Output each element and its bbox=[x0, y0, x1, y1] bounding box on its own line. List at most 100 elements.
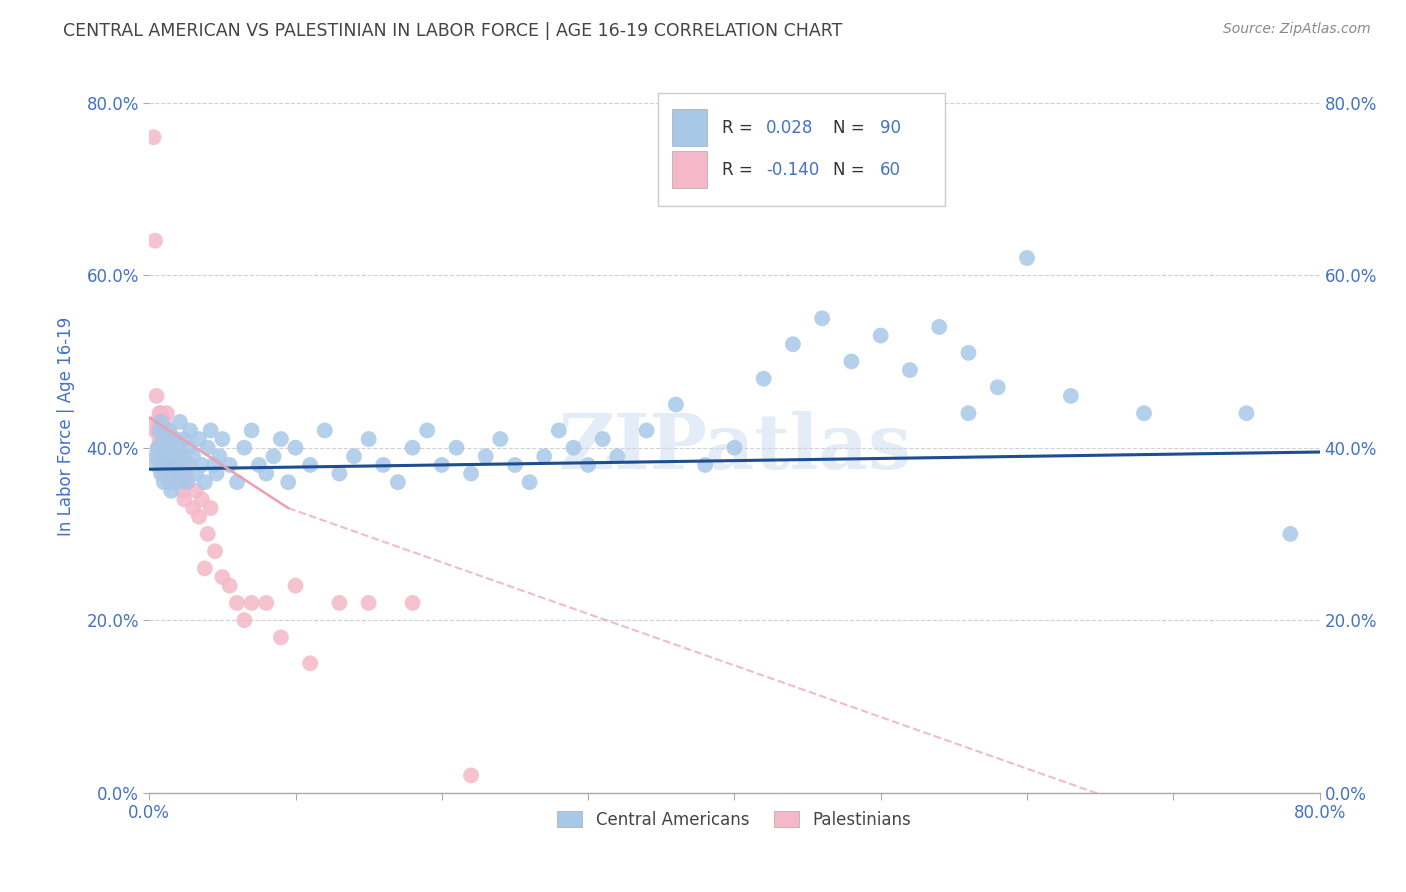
Point bbox=[153, 467, 176, 481]
Point bbox=[150, 432, 173, 446]
Point bbox=[357, 596, 380, 610]
Point bbox=[181, 501, 204, 516]
Point bbox=[146, 441, 169, 455]
Point bbox=[179, 458, 201, 472]
Point bbox=[314, 424, 336, 438]
Point bbox=[148, 406, 170, 420]
Point bbox=[148, 424, 170, 438]
Point bbox=[157, 458, 180, 472]
Point bbox=[233, 441, 256, 455]
Point bbox=[284, 441, 307, 455]
Point bbox=[328, 596, 350, 610]
Point bbox=[160, 467, 183, 481]
Point bbox=[176, 475, 198, 490]
Point bbox=[191, 492, 214, 507]
Point bbox=[143, 450, 166, 464]
Point bbox=[1279, 527, 1302, 541]
Point bbox=[150, 458, 173, 472]
Point bbox=[153, 441, 176, 455]
Point bbox=[172, 450, 194, 464]
Point bbox=[1015, 251, 1038, 265]
Text: 90: 90 bbox=[880, 119, 900, 136]
Point bbox=[401, 441, 423, 455]
Point bbox=[811, 311, 834, 326]
Text: CENTRAL AMERICAN VS PALESTINIAN IN LABOR FORCE | AGE 16-19 CORRELATION CHART: CENTRAL AMERICAN VS PALESTINIAN IN LABOR… bbox=[63, 22, 842, 40]
Point bbox=[145, 415, 167, 429]
Point bbox=[200, 501, 222, 516]
Point bbox=[328, 467, 350, 481]
Point bbox=[149, 406, 172, 420]
Point bbox=[169, 415, 191, 429]
Point bbox=[155, 432, 177, 446]
Point bbox=[156, 441, 179, 455]
Point bbox=[987, 380, 1010, 394]
Point bbox=[218, 579, 240, 593]
Point bbox=[153, 415, 176, 429]
Point bbox=[263, 450, 285, 464]
Point bbox=[157, 458, 180, 472]
Point bbox=[155, 458, 177, 472]
Point bbox=[240, 596, 263, 610]
Point bbox=[373, 458, 395, 472]
Point bbox=[503, 458, 526, 472]
Point bbox=[357, 432, 380, 446]
Point bbox=[146, 450, 169, 464]
Point bbox=[174, 458, 197, 472]
Point bbox=[169, 450, 191, 464]
Point bbox=[166, 467, 188, 481]
Point bbox=[197, 441, 219, 455]
Point bbox=[160, 483, 183, 498]
Point bbox=[636, 424, 658, 438]
Point bbox=[240, 424, 263, 438]
Point bbox=[233, 613, 256, 627]
Text: N =: N = bbox=[832, 161, 869, 178]
Point bbox=[387, 475, 409, 490]
Point bbox=[211, 570, 233, 584]
FancyBboxPatch shape bbox=[658, 93, 945, 206]
Point bbox=[162, 450, 184, 464]
Point bbox=[173, 432, 195, 446]
Point bbox=[205, 467, 228, 481]
Point bbox=[343, 450, 366, 464]
Point bbox=[752, 372, 775, 386]
Point bbox=[179, 424, 201, 438]
Point bbox=[153, 475, 176, 490]
Point bbox=[187, 509, 209, 524]
Point bbox=[204, 544, 226, 558]
Point bbox=[218, 458, 240, 472]
Point bbox=[299, 657, 322, 671]
Point bbox=[446, 441, 468, 455]
Point bbox=[489, 432, 512, 446]
Point bbox=[149, 467, 172, 481]
Point bbox=[194, 475, 217, 490]
Point bbox=[191, 458, 214, 472]
Point bbox=[160, 441, 183, 455]
Point bbox=[162, 458, 184, 472]
Point bbox=[153, 432, 176, 446]
Point bbox=[194, 561, 217, 575]
Point bbox=[299, 458, 322, 472]
Point bbox=[173, 492, 195, 507]
Point bbox=[576, 458, 599, 472]
Point bbox=[226, 596, 249, 610]
Point bbox=[416, 424, 439, 438]
Point bbox=[177, 441, 200, 455]
Point bbox=[869, 328, 891, 343]
Point bbox=[159, 450, 181, 464]
Point bbox=[156, 406, 179, 420]
Point bbox=[592, 432, 614, 446]
Point bbox=[284, 579, 307, 593]
Text: 0.028: 0.028 bbox=[766, 119, 813, 136]
Point bbox=[165, 458, 187, 472]
Text: Source: ZipAtlas.com: Source: ZipAtlas.com bbox=[1223, 22, 1371, 37]
FancyBboxPatch shape bbox=[672, 152, 707, 188]
Point bbox=[1060, 389, 1083, 403]
Text: -0.140: -0.140 bbox=[766, 161, 820, 178]
Point bbox=[247, 458, 270, 472]
Point bbox=[226, 475, 249, 490]
Point bbox=[145, 389, 167, 403]
Point bbox=[184, 483, 207, 498]
Text: N =: N = bbox=[832, 119, 869, 136]
Point bbox=[155, 450, 177, 464]
Text: ZIPatlas: ZIPatlas bbox=[558, 411, 911, 485]
